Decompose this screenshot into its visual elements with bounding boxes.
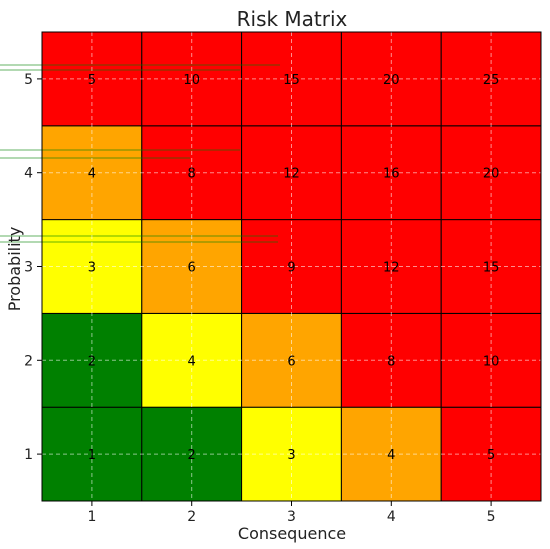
cell-value-label: 3: [88, 261, 96, 276]
cell-value-label: 25: [483, 73, 500, 88]
cell-value-label: 2: [188, 448, 196, 463]
x-axis-label: Consequence: [238, 524, 346, 543]
cell-value-label: 20: [483, 167, 500, 182]
cell-value-label: 15: [483, 261, 500, 276]
y-tick-label: 5: [24, 72, 33, 88]
cell-label-layer: 1 2 3 4 52 4 6 8 103 6 9 12 154 8 12 16 205 10 15 20 25: [88, 73, 500, 463]
y-tick-label: 1: [24, 447, 33, 463]
cell-value-label: 10: [483, 354, 500, 369]
cell-value-label: 1: [88, 448, 96, 463]
cell-value-label: 2: [88, 354, 96, 369]
cell-value-label: 8: [188, 167, 196, 182]
cell-value-label: 4: [88, 167, 96, 182]
chart-title: Risk Matrix: [237, 7, 348, 31]
y-tick-label: 3: [24, 260, 33, 276]
cell-value-label: 5: [88, 73, 96, 88]
grid-lines: [42, 32, 541, 501]
overlay-lines: [0, 64, 280, 243]
y-axis-label: Probability: [5, 227, 24, 312]
cell-value-label: 12: [283, 167, 300, 182]
y-tick-label: 2: [24, 353, 33, 369]
cell-value-label: 20: [383, 73, 400, 88]
x-axis-ticks: 1 2 3 4 5: [87, 501, 496, 525]
cell-value-label: 6: [287, 354, 295, 369]
cell-value-label: 12: [383, 261, 400, 276]
x-tick-label: 3: [287, 509, 296, 525]
cell-value-label: 15: [283, 73, 300, 88]
cell-value-label: 9: [287, 261, 295, 276]
cell-value-label: 16: [383, 167, 400, 182]
cell-value-label: 6: [188, 261, 196, 276]
cell-value-label: 5: [487, 448, 495, 463]
y-axis-ticks: 1 2 3 4 5: [24, 72, 42, 463]
cell-value-label: 8: [387, 354, 395, 369]
cell-value-label: 4: [188, 354, 196, 369]
y-tick-label: 4: [24, 166, 33, 182]
x-tick-label: 2: [187, 509, 196, 525]
cell-value-label: 4: [387, 448, 395, 463]
cell-value-label: 3: [287, 448, 295, 463]
x-tick-label: 1: [87, 509, 96, 525]
x-tick-label: 4: [387, 509, 396, 525]
cell-value-label: 10: [183, 73, 200, 88]
x-tick-label: 5: [487, 509, 496, 525]
